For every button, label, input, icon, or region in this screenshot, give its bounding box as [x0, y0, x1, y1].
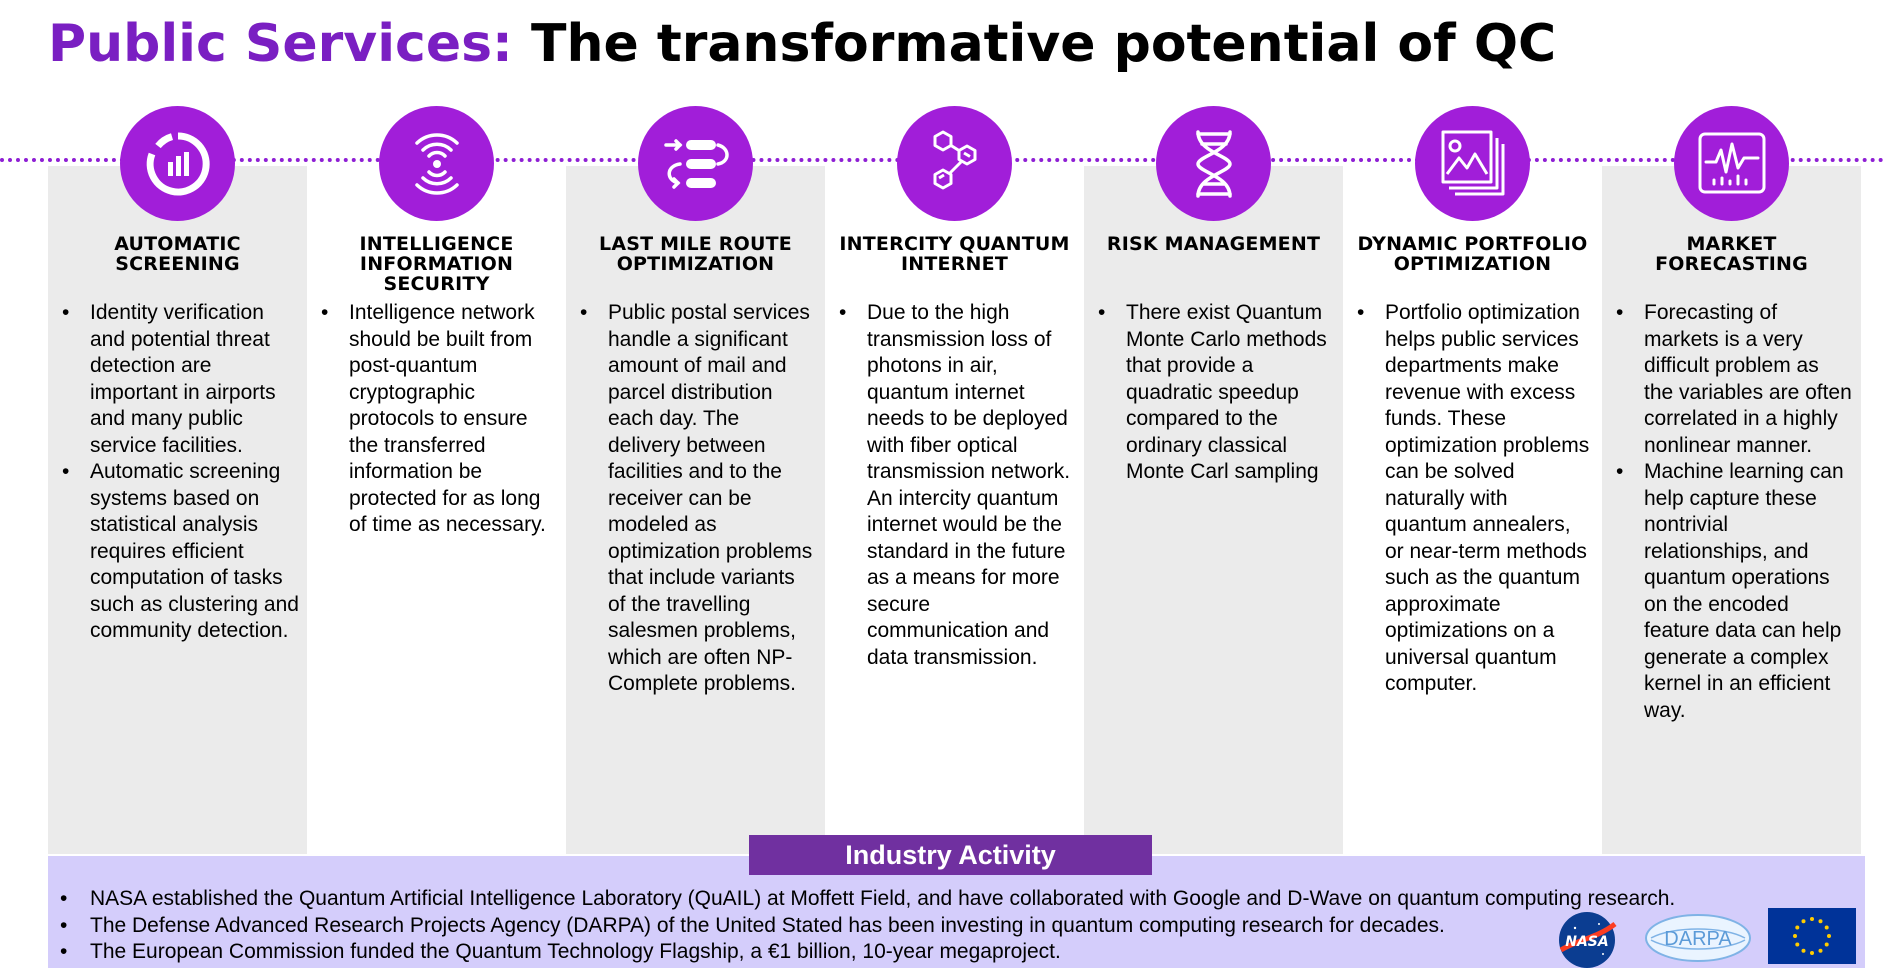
industry-item: The Defense Advanced Research Projects A… [60, 913, 1675, 940]
eu-star [1795, 942, 1800, 947]
column-risk-management: RISK MANAGEMENT There exist Quantum Mont… [1084, 106, 1343, 854]
column-last-mile-route-optimization: LAST MILE ROUTE OPTIMIZATION Public post… [566, 106, 825, 854]
nasa-logo-text: NASA [1565, 934, 1608, 950]
column-bullets: Forecasting of markets is a very difficu… [1616, 300, 1853, 724]
eu-flag-icon [1768, 908, 1856, 964]
eu-star [1793, 934, 1797, 938]
eu-star [1824, 942, 1829, 947]
column-heading: INTERCITY QUANTUM INTERNET [839, 233, 1070, 275]
column-heading: DYNAMIC PORTFOLIO OPTIMIZATION [1357, 233, 1588, 275]
eu-star [1795, 925, 1800, 930]
eu-star [1801, 948, 1806, 953]
eu-star [1810, 917, 1814, 921]
eu-star [1810, 951, 1814, 955]
bullet-item: Portfolio optimization helps public serv… [1357, 300, 1594, 698]
column-market-forecasting: MARKET FORECASTING Forecasting of market… [1602, 106, 1861, 854]
column-bullets: There exist Quantum Monte Carlo methods … [1098, 300, 1335, 486]
column-intelligence-information-security: INTELLIGENCE INFORMATION SECURITY Intell… [307, 106, 566, 854]
eu-star [1827, 934, 1831, 938]
bullet-item: Identity verification and potential thre… [62, 300, 299, 459]
page-title-accent: Public Services: [48, 14, 513, 74]
nasa-logo: NASA [1557, 910, 1617, 970]
column-heading: MARKET FORECASTING [1655, 233, 1808, 275]
column-dynamic-portfolio-optimization: DYNAMIC PORTFOLIO OPTIMIZATION Portfolio… [1343, 106, 1602, 854]
industry-activity-list: NASA established the Quantum Artificial … [60, 886, 1675, 966]
industry-item: The European Commission funded the Quant… [60, 939, 1675, 966]
column-heading: INTELLIGENCE INFORMATION SECURITY [359, 233, 514, 295]
market-chart-icon [1674, 106, 1789, 221]
column-bullets: Public postal services handle a signific… [580, 300, 817, 698]
column-bullets: Intelligence network should be built fro… [321, 300, 558, 539]
page-title: Public Services: The transformative pote… [48, 14, 1556, 74]
column-heading: AUTOMATIC SCREENING [114, 233, 241, 275]
bullet-item: Forecasting of markets is a very difficu… [1616, 300, 1853, 459]
column-heading: LAST MILE ROUTE OPTIMIZATION [599, 233, 792, 275]
page-title-main: The transformative potential of QC [530, 14, 1557, 74]
industry-activity-heading: Industry Activity [749, 835, 1152, 875]
image-stack-icon [1415, 106, 1530, 221]
signal-waves-icon [379, 106, 494, 221]
eu-star [1824, 925, 1829, 930]
column-bullets: Due to the high transmission loss of pho… [839, 300, 1076, 671]
bullet-item: Machine learning can help capture these … [1616, 459, 1853, 724]
bullet-item: There exist Quantum Monte Carlo methods … [1098, 300, 1335, 486]
column-bullets: Portfolio optimization helps public serv… [1357, 300, 1594, 698]
darpa-logo: DARPA [1643, 912, 1753, 964]
bullet-item: Automatic screening systems based on sta… [62, 459, 299, 645]
darpa-logo-text: DARPA [1664, 928, 1732, 950]
eu-star [1818, 919, 1823, 924]
dna-icon [1156, 106, 1271, 221]
column-intercity-quantum-internet: INTERCITY QUANTUM INTERNET Due to the hi… [825, 106, 1084, 854]
bullet-item: Public postal services handle a signific… [580, 300, 817, 698]
column-automatic-screening: AUTOMATIC SCREENING Identity verificatio… [48, 106, 307, 854]
column-heading: RISK MANAGEMENT [1106, 233, 1321, 255]
eu-star [1818, 948, 1823, 953]
column-bullets: Identity verification and potential thre… [62, 300, 299, 645]
eu-star [1801, 919, 1806, 924]
donut-chart-icon [120, 106, 235, 221]
bullet-item: Intelligence network should be built fro… [321, 300, 558, 539]
bullet-item: Due to the high transmission loss of pho… [839, 300, 1076, 671]
industry-item: NASA established the Quantum Artificial … [60, 886, 1675, 913]
route-arrows-icon [638, 106, 753, 221]
molecule-icon [897, 106, 1012, 221]
